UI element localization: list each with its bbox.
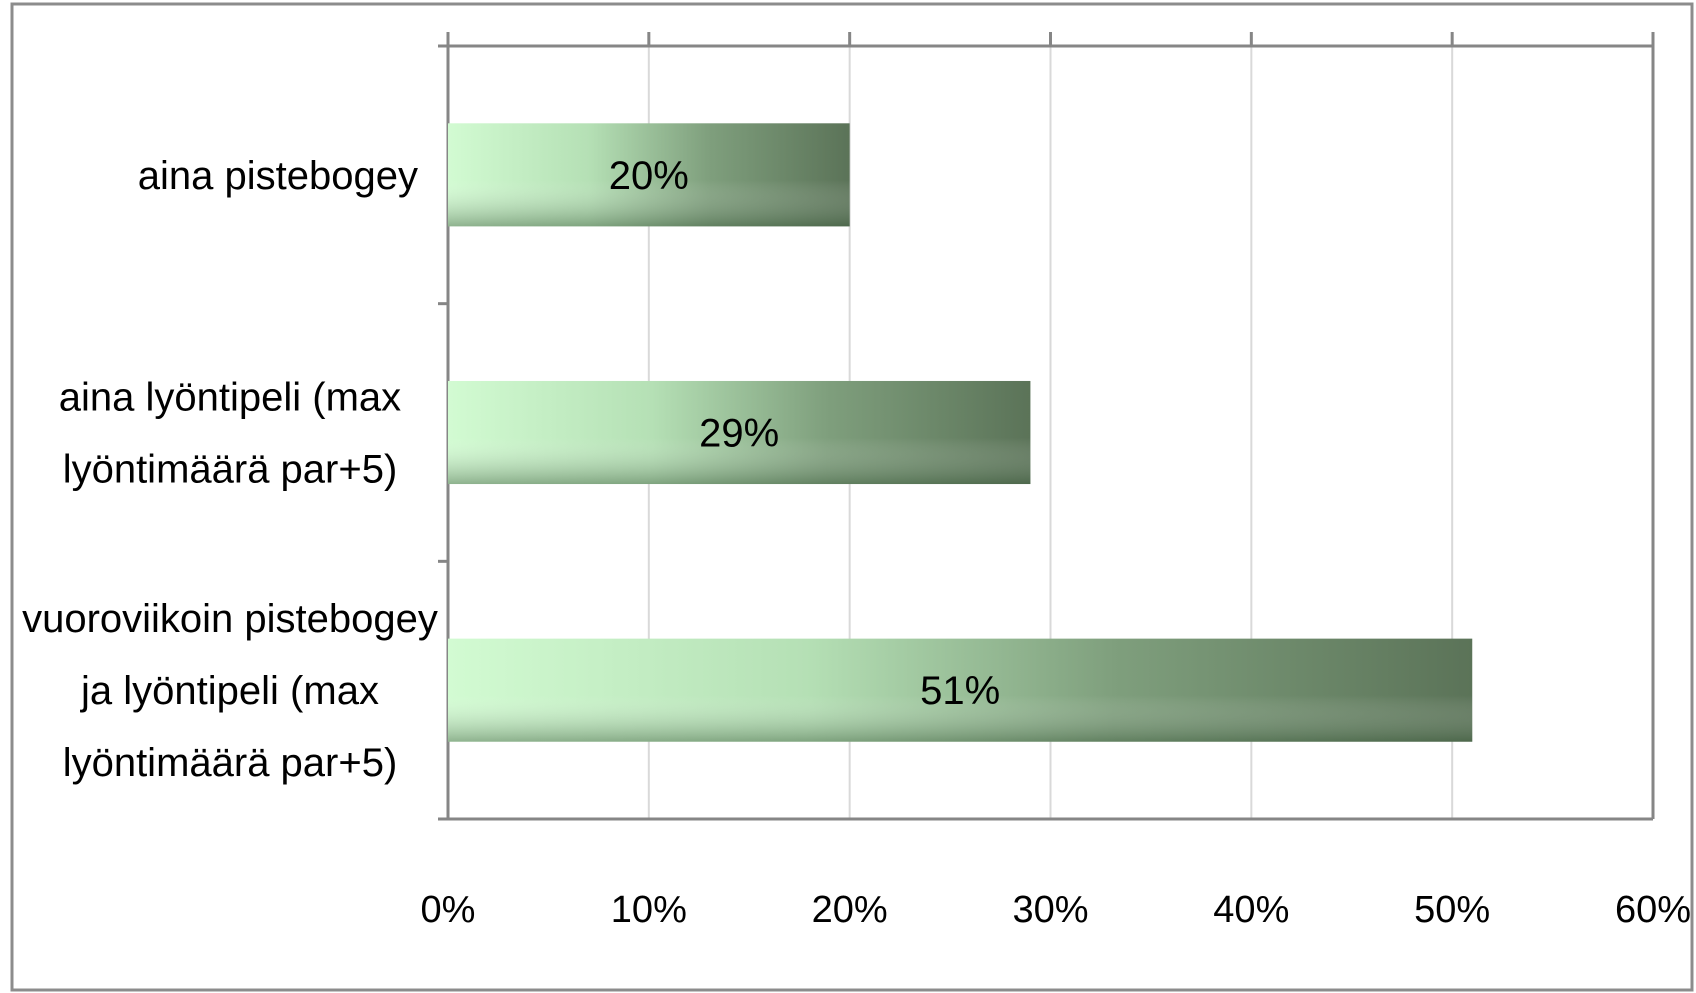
data-label-0: 20% — [609, 154, 689, 198]
category-label-2-line-2: lyöntimäärä par+5) — [63, 741, 398, 785]
category-label-0: aina pistebogey — [138, 154, 418, 198]
bar-shade-1 — [448, 380, 1031, 485]
x-tick-label-60: 60% — [1615, 889, 1691, 931]
data-label-2: 51% — [920, 669, 1000, 713]
x-tick-label-10: 10% — [611, 889, 687, 931]
bar-shade-2 — [448, 638, 1473, 742]
x-tick-label-30: 30% — [1012, 889, 1088, 931]
category-label-2: vuoroviikoin pistebogey ja lyöntipeli (ma… — [22, 597, 438, 785]
x-tick-label-50: 50% — [1414, 889, 1490, 931]
data-label-1: 29% — [699, 412, 779, 456]
category-label-2-line-1: ja lyöntipeli (max — [80, 669, 379, 713]
category-label-2-line-0: vuoroviikoin pistebogey — [22, 597, 438, 641]
category-label-1-line-1: lyöntimäärä par+5) — [63, 448, 398, 492]
chart-frame — [10, 2, 1694, 992]
x-tick-label-0: 0% — [421, 889, 476, 931]
bar-shade-0 — [448, 123, 850, 227]
category-label-0-line-0: aina pistebogey — [138, 154, 418, 198]
category-label-1: aina lyöntipeli (max lyöntimäärä par+5) — [59, 376, 401, 492]
labels: 0% 10% 20% 30% 40% 50% 60% 20% aina pistebogey 29… — [22, 154, 1691, 931]
axes — [438, 32, 1655, 821]
x-tick-label-20: 20% — [812, 889, 888, 931]
category-label-1-line-0: aina lyöntipeli (max — [59, 376, 401, 420]
x-tick-label-40: 40% — [1213, 889, 1289, 931]
bars — [448, 123, 1473, 742]
